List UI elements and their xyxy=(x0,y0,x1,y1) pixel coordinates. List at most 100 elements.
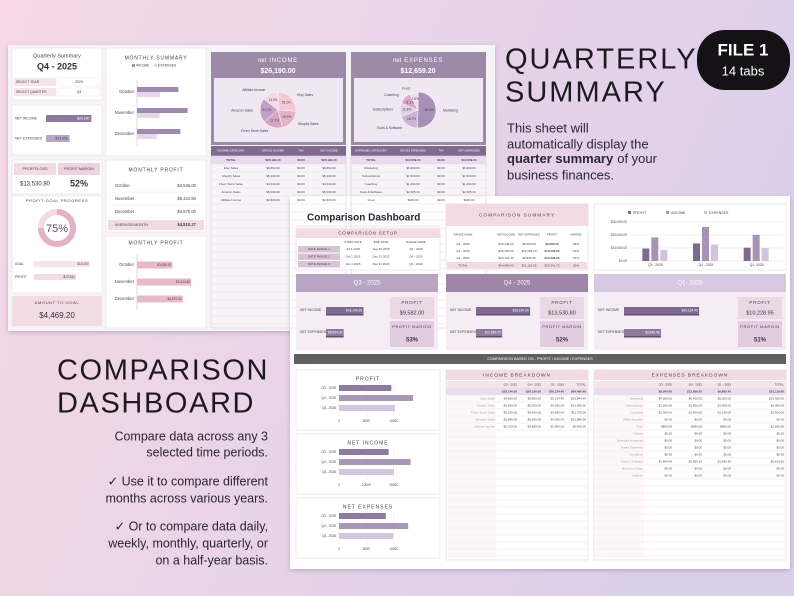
cell xyxy=(738,321,782,347)
label: Sep 30 2025 xyxy=(372,247,389,251)
label: Q4 - 2025 xyxy=(528,382,542,386)
label: $3,600.00 xyxy=(551,410,565,414)
label: TOTAL xyxy=(226,158,236,162)
card-header xyxy=(296,274,438,292)
label: $0.00 xyxy=(694,473,702,477)
promo-title: COMPARISON xyxy=(57,355,269,387)
label: Q1 - 2026 xyxy=(456,256,470,260)
label: $0.00 xyxy=(694,417,702,421)
pie-label: Tools & Software xyxy=(377,126,403,130)
label: PROFIT xyxy=(551,300,572,305)
bar-shade xyxy=(476,336,503,338)
bar-shade xyxy=(476,314,531,316)
banner xyxy=(294,354,786,364)
panel-header xyxy=(446,204,588,226)
label: NET EXPENSES xyxy=(518,233,540,237)
label: Q4 - 2025 xyxy=(456,249,470,253)
label: NET EXPENSES xyxy=(300,330,327,334)
cell xyxy=(211,156,346,164)
label: $4,510.27 xyxy=(177,222,196,227)
value-label: $18,146.00 xyxy=(346,308,362,312)
label: $4,640.00 xyxy=(266,182,280,186)
cell xyxy=(540,321,584,347)
y-tick-label: $30,000.00 xyxy=(611,220,627,224)
label: $5,690.00 xyxy=(266,190,280,194)
label: $0.00 xyxy=(776,438,784,442)
label: $31,118.65 xyxy=(769,389,784,393)
value-label: $9,895.45 xyxy=(645,330,659,334)
label: Q1- 2026 xyxy=(322,470,336,474)
label: $64,460.40 xyxy=(571,389,586,393)
title-part: net xyxy=(393,58,402,64)
label: $26,190.00 xyxy=(321,158,336,162)
label: $11,370.00 xyxy=(571,410,586,414)
bar xyxy=(711,244,718,261)
legend-label: INCOME xyxy=(671,211,686,215)
title-part: INCOME xyxy=(269,58,298,64)
label: $0.00 xyxy=(664,438,672,442)
promo-text: selected time periods. xyxy=(146,445,268,459)
label: $8,564.00 xyxy=(659,389,673,393)
label: $0.00 xyxy=(694,466,702,470)
label: 75% xyxy=(46,223,68,235)
label: $0.00 xyxy=(437,158,445,162)
label: $1,100.00 xyxy=(718,410,732,414)
label: Q3 - 2025 xyxy=(504,382,518,386)
label: NET INCOME xyxy=(15,116,38,120)
label: NET INCOME xyxy=(300,308,322,312)
legend-swatch xyxy=(154,64,157,67)
label: $2,365.20 xyxy=(689,459,703,463)
label: $1,300.00 xyxy=(718,403,732,407)
label: Q3 - 2025 xyxy=(456,242,470,246)
pie-slice xyxy=(409,91,419,111)
pie-label: Amazon Sales xyxy=(231,108,253,112)
label: EXPENSES BREAKDOWN xyxy=(652,372,729,378)
label: Food xyxy=(368,198,375,202)
legend-label: INCOME xyxy=(136,64,150,68)
label: Q4 - 2025 xyxy=(321,524,336,528)
badge-title: FILE 1 xyxy=(717,40,768,59)
bar xyxy=(46,135,70,142)
label: Fiverr Store Sales xyxy=(219,182,244,186)
label: Q1 - 2026 xyxy=(409,262,423,266)
label: DATE RANGE 2 xyxy=(308,254,330,258)
value-label: 7.8% xyxy=(412,97,419,101)
label: $0.00 xyxy=(723,417,731,421)
label: $9,582.00 xyxy=(545,242,559,246)
panel xyxy=(12,296,102,326)
label: $4,000.00 xyxy=(771,403,785,407)
label: Q4 - 2025 xyxy=(321,460,336,464)
x-tick-label: 5000 xyxy=(363,547,370,551)
promo-text: quarter summary of your xyxy=(507,151,658,166)
value-label: $20,124.40 xyxy=(682,308,698,312)
label: $12,659.20 xyxy=(521,249,536,253)
value-label: 17.7% xyxy=(270,118,279,122)
label: AMOUNT TO GOAL xyxy=(35,300,80,305)
label: $4,640.00 xyxy=(322,182,336,186)
label: $990.00 xyxy=(691,424,702,428)
label: $4,860.00 xyxy=(504,396,518,400)
label: $3,896.00 xyxy=(504,417,518,421)
label: November xyxy=(115,279,135,284)
card-header xyxy=(594,274,786,292)
value-label: 18.7% xyxy=(407,117,416,121)
label: $1,564.00 xyxy=(659,459,673,463)
label: NET INCOME xyxy=(497,233,515,237)
promo-text: automatically display the xyxy=(507,136,649,151)
bar xyxy=(693,243,700,261)
legend-swatch xyxy=(132,64,135,67)
bar xyxy=(34,274,76,280)
label: PROFIT MARGIN xyxy=(740,324,780,329)
cell xyxy=(298,261,340,268)
legend-label: PROFIT xyxy=(633,211,647,215)
label: EXPENSES CATEGORY xyxy=(355,149,386,153)
bar xyxy=(339,513,386,519)
label: MONTHLY PROFIT xyxy=(129,167,184,173)
label: $13,886.00 xyxy=(571,417,586,421)
pie-label: Subscriptions xyxy=(373,108,394,112)
label: Q1 - 2026 xyxy=(718,382,732,386)
bar xyxy=(339,523,409,529)
bar xyxy=(137,92,161,97)
pie-label: Fiverr Store Sales xyxy=(241,129,268,133)
